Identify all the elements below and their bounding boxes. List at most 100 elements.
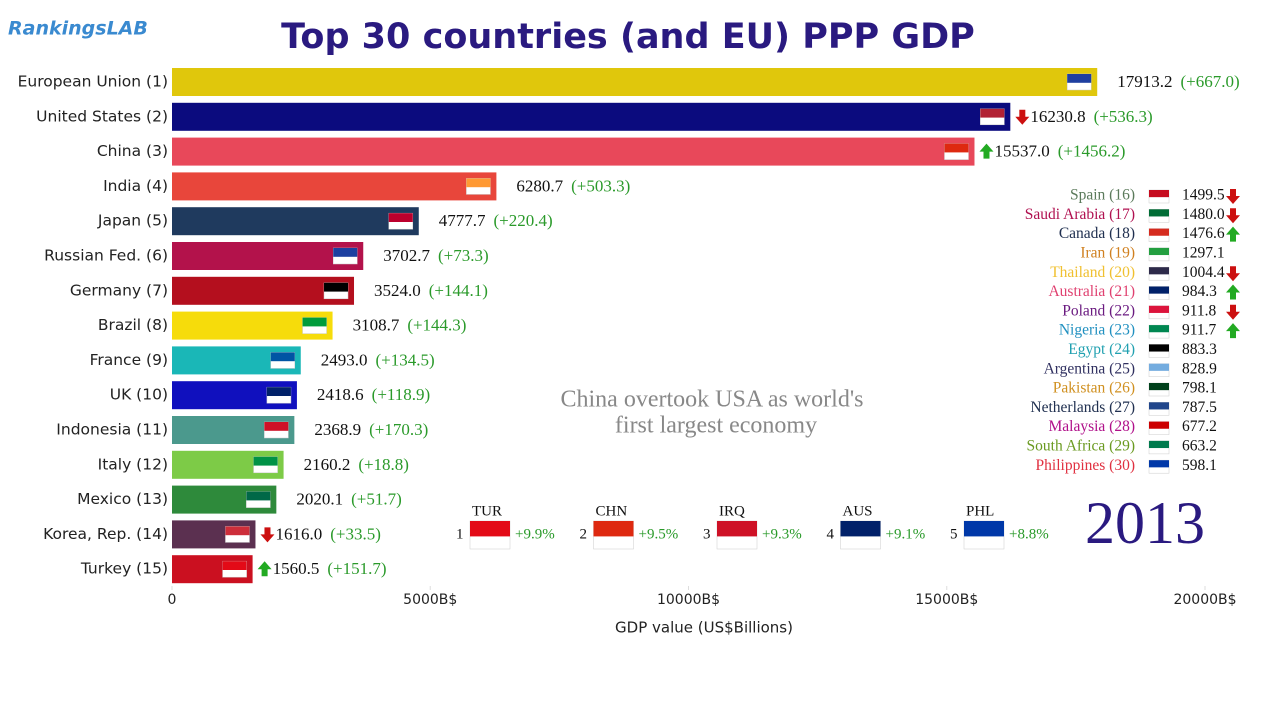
side-value: 677.2 — [1182, 418, 1217, 435]
bar — [172, 276, 355, 305]
growth-label: +8.8% — [1009, 526, 1049, 542]
y-tick-label: Germany (7) — [70, 281, 168, 299]
side-name: South Africa (29) — [1027, 437, 1135, 454]
side-value: 1297.1 — [1182, 244, 1225, 261]
y-tick-label: India (4) — [103, 177, 168, 195]
flag — [840, 521, 881, 537]
value-label: 4777.7 (+220.4) — [439, 211, 553, 230]
arrow-down — [1226, 304, 1240, 320]
flag — [388, 213, 413, 222]
side-value: 1476.6 — [1182, 225, 1225, 242]
growth-rank: 2 — [580, 526, 588, 542]
side-name: Poland (22) — [1062, 302, 1135, 319]
arrow-down — [1226, 189, 1240, 204]
side-name: Pakistan (26) — [1053, 380, 1135, 397]
arrow-up — [1226, 226, 1240, 242]
value-label: 3524.0 (+144.1) — [374, 281, 488, 300]
flag — [246, 491, 271, 501]
value-label: 17913.2 — [1117, 72, 1172, 91]
value-label: 2493.0 (+134.5) — [321, 350, 435, 369]
change-label: (+151.7) — [327, 559, 386, 578]
arrow-down — [1226, 266, 1240, 282]
flag — [717, 521, 757, 537]
value-label: 15537.0 (+1456.2) — [994, 142, 1125, 161]
flag — [470, 521, 510, 537]
side-value: 883.3 — [1182, 341, 1217, 358]
y-tick-label: Italy (12) — [98, 455, 168, 473]
side-value: 828.9 — [1182, 360, 1217, 377]
flag — [1149, 247, 1169, 256]
growth-rank: 5 — [950, 526, 958, 542]
flag — [980, 108, 1005, 118]
side-value: 1004.4 — [1182, 264, 1225, 281]
side-name: Argentina (25) — [1044, 360, 1135, 377]
side-name: Nigeria (23) — [1059, 322, 1135, 339]
x-tick-label: 10000B$ — [657, 592, 720, 608]
bar — [172, 207, 419, 236]
change-label: (+536.3) — [1094, 107, 1153, 126]
value-label: 3524.0 — [374, 281, 421, 300]
side-value: 911.8 — [1182, 302, 1217, 319]
arrow-up — [979, 143, 994, 159]
side-name: Canada (18) — [1059, 225, 1135, 242]
change-label: (+220.4) — [494, 211, 553, 230]
change-label: (+144.3) — [407, 316, 466, 335]
flag — [222, 561, 247, 570]
y-tick-label: Turkey (15) — [80, 560, 168, 578]
bar — [172, 172, 497, 201]
side-name: Philippines (30) — [1036, 457, 1135, 474]
flag — [466, 178, 491, 188]
flag — [1149, 383, 1169, 391]
flag — [1067, 74, 1092, 83]
change-label: (+667.0) — [1180, 72, 1239, 91]
side-value: 1480.0 — [1182, 206, 1225, 223]
value-label: 3702.7 (+73.3) — [383, 246, 488, 265]
flag — [1149, 190, 1169, 198]
flag — [266, 387, 291, 396]
growth-label: +9.9% — [515, 526, 555, 542]
y-tick-label: UK (10) — [110, 386, 168, 404]
value-label: 17913.2 (+667.0) — [1117, 72, 1239, 91]
flag — [1149, 305, 1169, 313]
y-tick-label: European Union (1) — [18, 73, 168, 91]
value-label: 16230.8 (+536.3) — [1030, 107, 1152, 126]
value-label: 15537.0 — [994, 142, 1049, 161]
flag — [1149, 228, 1169, 236]
change-label: (+134.5) — [376, 350, 435, 369]
flag — [593, 521, 634, 537]
side-name: Iran (19) — [1080, 244, 1135, 261]
side-name: Malaysia (28) — [1048, 418, 1135, 435]
annotation: China overtook USA as world's — [561, 387, 864, 413]
flag — [225, 526, 250, 536]
side-name: Netherlands (27) — [1030, 399, 1135, 416]
x-tick-label: 15000B$ — [915, 592, 978, 608]
growth-code: TUR — [472, 503, 502, 519]
value-label: 4777.7 — [439, 211, 486, 230]
bar — [172, 137, 975, 166]
bar — [172, 68, 1098, 96]
value-label: 1616.0 — [275, 524, 322, 543]
value-label: 2368.9 — [314, 420, 361, 439]
flag — [964, 521, 1004, 537]
arrow-down — [1015, 109, 1030, 125]
value-label: 2418.6 (+118.9) — [317, 385, 430, 404]
value-label: 2418.6 — [317, 385, 364, 404]
flag — [253, 456, 278, 466]
x-tick-label: 20000B$ — [1173, 592, 1236, 608]
bar — [172, 242, 364, 270]
year: 2013 — [1085, 490, 1205, 556]
flag — [1149, 402, 1169, 410]
value-label: 6280.7 — [516, 176, 563, 195]
bar — [172, 102, 1011, 131]
side-name: Egypt (24) — [1068, 341, 1135, 358]
change-label: (+144.1) — [429, 281, 488, 300]
chart-title: Top 30 countries (and EU) PPP GDP — [281, 17, 975, 57]
growth-code: CHN — [596, 503, 628, 519]
change-label: (+51.7) — [351, 490, 402, 509]
flag — [1149, 209, 1169, 217]
growth-rank: 4 — [827, 526, 835, 542]
flag — [1149, 344, 1169, 352]
side-value: 598.1 — [1182, 457, 1217, 474]
arrow-up — [1226, 284, 1240, 300]
side-value: 984.3 — [1182, 283, 1217, 300]
